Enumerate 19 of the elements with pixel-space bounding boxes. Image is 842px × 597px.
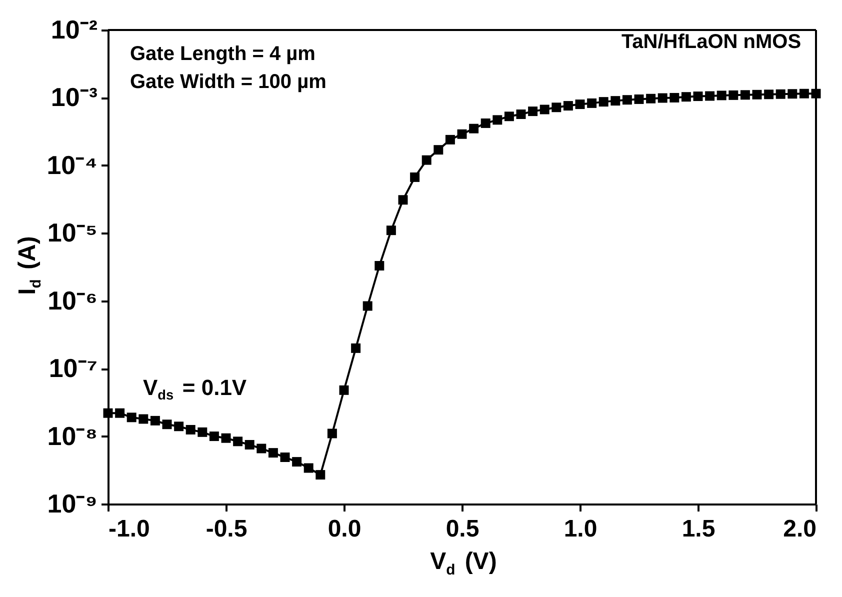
y-tick-label: 10⁻⁶ <box>48 285 98 316</box>
y-tick-label: 10⁻⁵ <box>47 218 98 248</box>
annotation: TaN/HfLaON nMOS <box>621 31 802 53</box>
annotation: Gate Length = 4 µm <box>130 43 316 65</box>
x-tick-label: 1.5 <box>682 516 716 542</box>
y-tick-label: 10⁻³ <box>50 82 98 112</box>
y-tick-label: 10⁻² <box>50 14 98 44</box>
y-tick-label: 10⁻⁷ <box>48 353 98 384</box>
annotation: Gate Width = 100 µm <box>130 71 326 93</box>
x-tick-label: -1.0 <box>108 516 150 542</box>
x-tick-label: 0.5 <box>446 516 480 542</box>
y-tick-label: 10⁻⁸ <box>47 420 98 451</box>
y-axis-title: Id (A) <box>14 236 44 295</box>
x-tick-label: 0.0 <box>328 516 362 542</box>
x-tick-label: -0.5 <box>206 516 248 542</box>
y-tick-label: 10⁻⁴ <box>46 150 98 180</box>
x-tick-label: 2.0 <box>783 516 816 542</box>
y-tick-label: 10⁻⁹ <box>47 488 98 518</box>
x-tick-label: 1.0 <box>564 516 598 542</box>
